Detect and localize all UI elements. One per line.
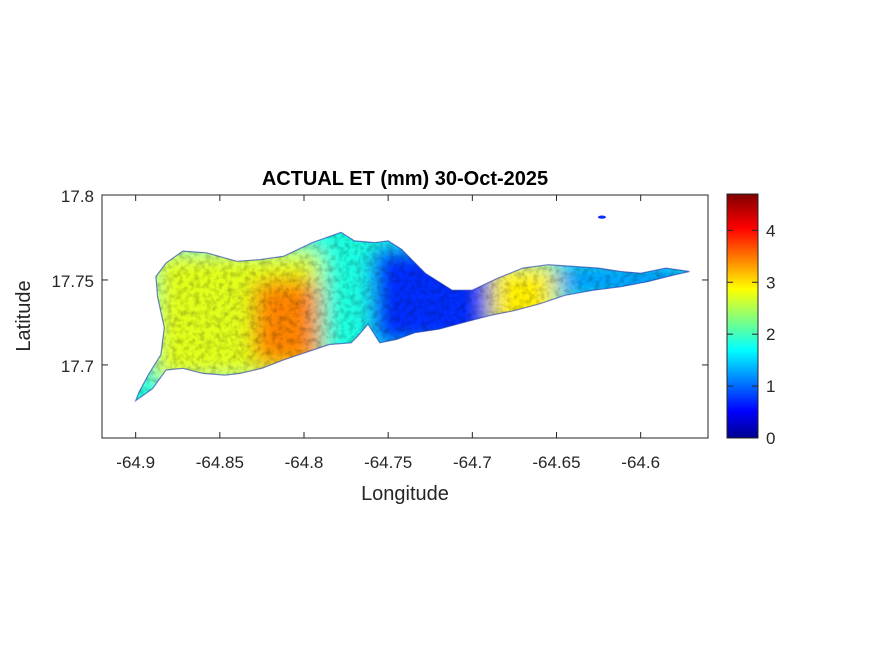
x-tick-label: -64.9 — [116, 453, 155, 472]
colorbar-ramp — [726, 193, 759, 439]
y-tick-label: 17.75 — [51, 272, 94, 291]
x-tick-label: -64.6 — [621, 453, 660, 472]
small-islet — [597, 215, 606, 219]
et-heatmap — [134, 215, 690, 403]
y-axis-ticks: 17.7 17.75 17.8 — [51, 187, 708, 376]
x-tick-label: -64.65 — [532, 453, 580, 472]
colorbar-tick-label: 2 — [766, 325, 775, 344]
map-title: ACTUAL ET (mm) 30-Oct-2025 — [262, 168, 548, 190]
x-axis-ticks: -64.9 -64.85 -64.8 -64.75 -64.7 -64.65 -64.6 — [116, 195, 660, 472]
colorbar-tick-label: 1 — [766, 377, 775, 396]
colorbar-ticks: 0 1 2 3 4 — [727, 221, 775, 448]
x-axis-label: Longitude — [361, 483, 449, 505]
island-outline — [134, 231, 690, 403]
y-tick-label: 17.8 — [61, 187, 94, 206]
x-tick-label: -64.8 — [285, 453, 324, 472]
x-tick-label: -64.75 — [364, 453, 412, 472]
y-tick-label: 17.7 — [61, 357, 94, 376]
x-tick-label: -64.7 — [453, 453, 492, 472]
colorbar-tick-label: 4 — [766, 221, 775, 240]
colorbar-tick-label: 0 — [766, 429, 775, 448]
colorbar-tick-label: 3 — [766, 273, 775, 292]
x-tick-label: -64.85 — [196, 453, 244, 472]
colorbar: 0 1 2 3 4 — [726, 193, 775, 448]
y-axis-label: Latitude — [13, 280, 35, 351]
